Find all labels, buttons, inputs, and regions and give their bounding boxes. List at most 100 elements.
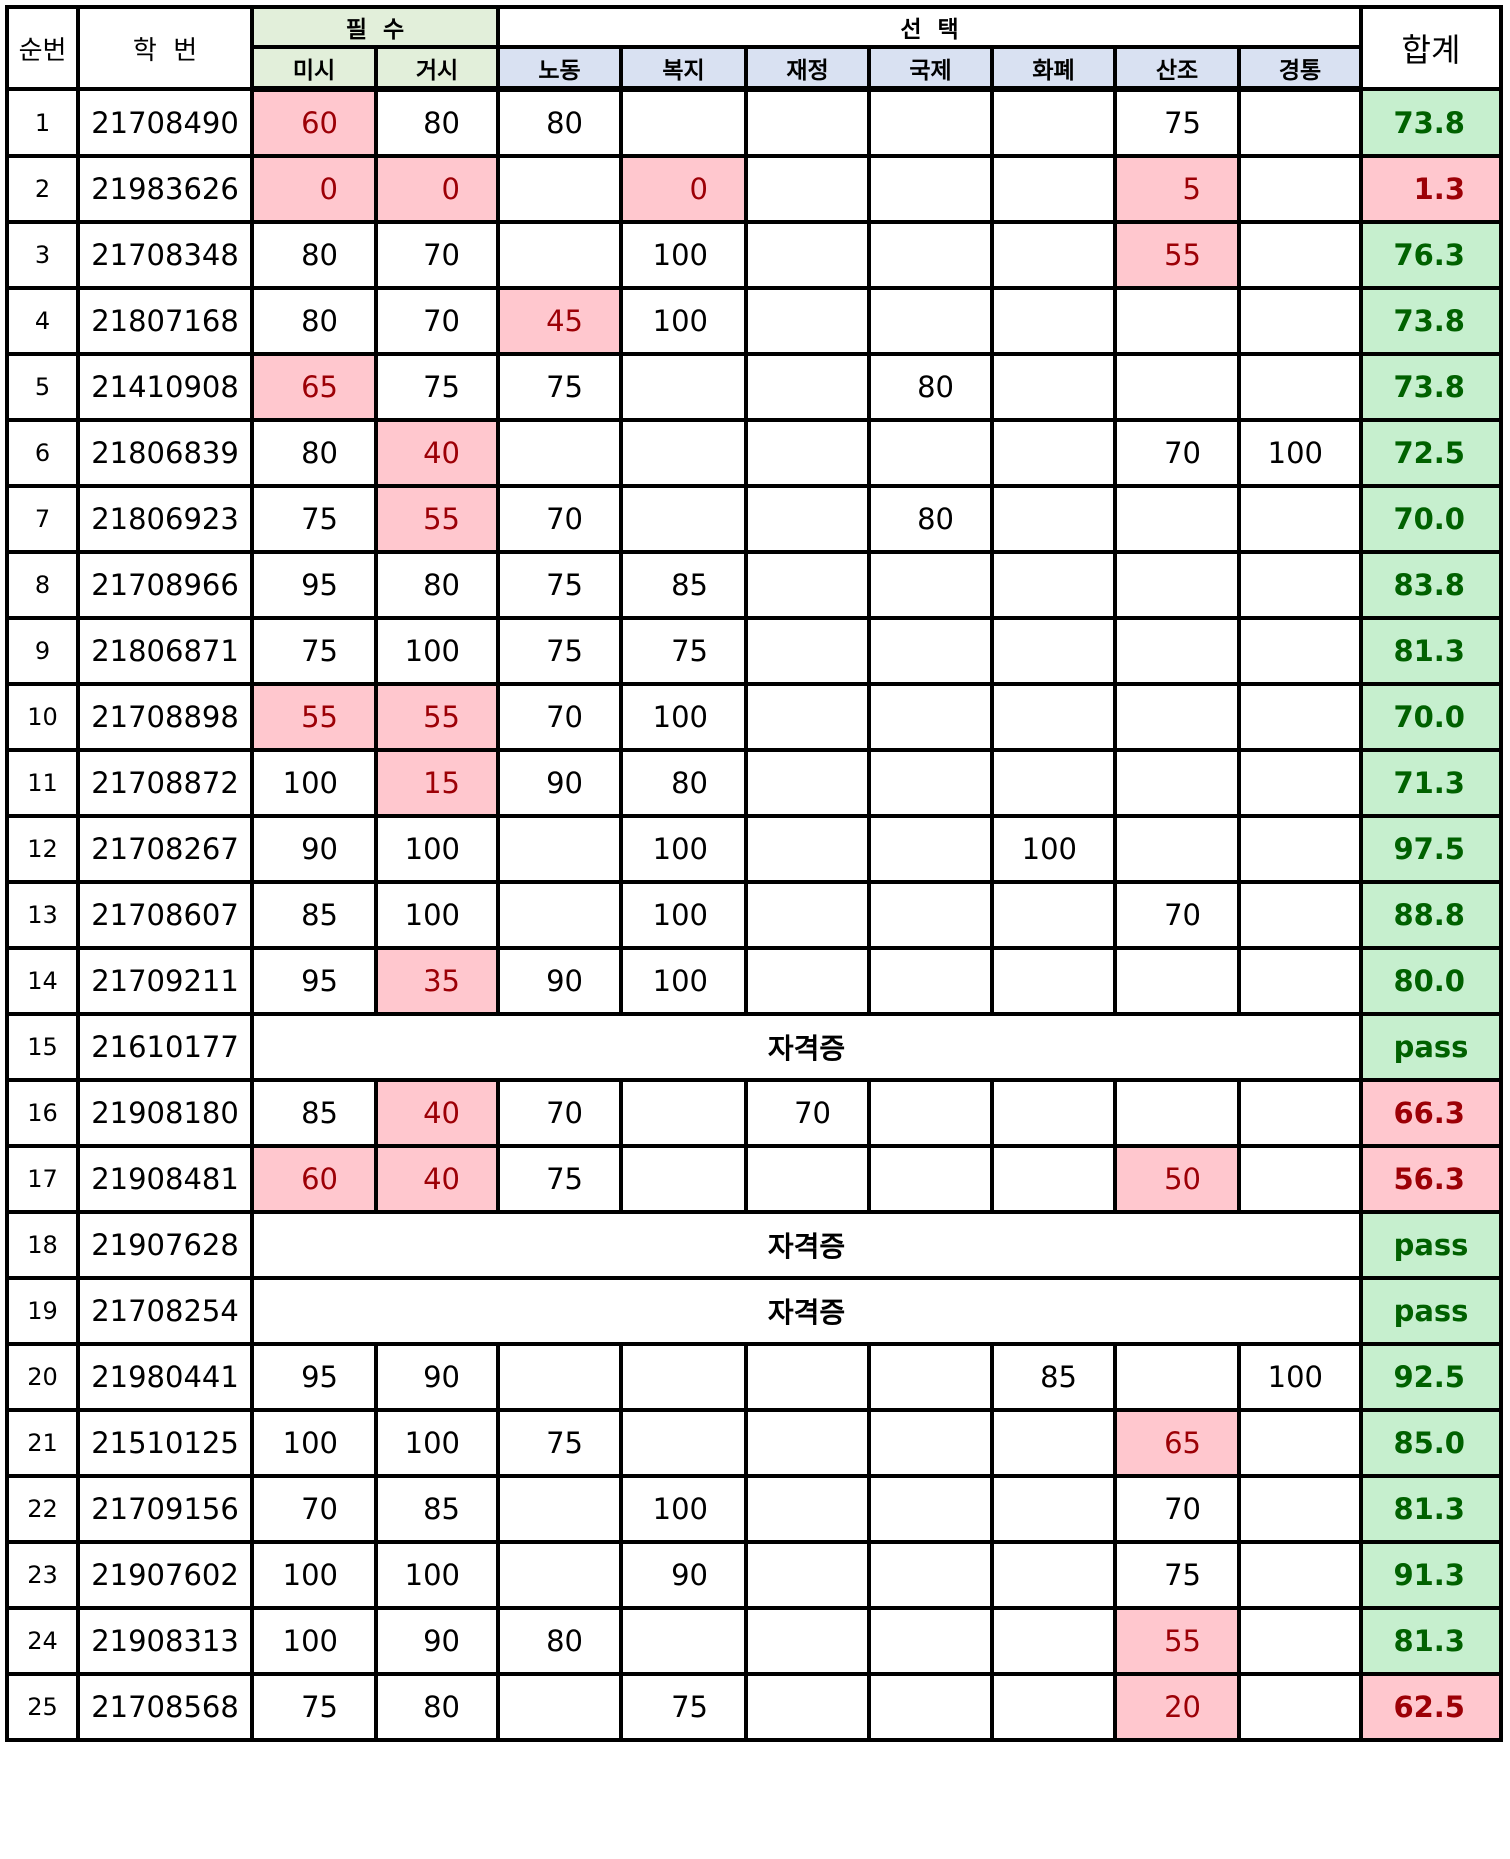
score-cell (1237, 1474, 1363, 1544)
score-cell: 100 (374, 1408, 500, 1478)
student-id: 21980441 (76, 1342, 254, 1412)
score-cell (496, 880, 623, 950)
score-cell: 75 (1113, 87, 1241, 158)
total-cell: 83.8 (1359, 550, 1503, 620)
score-cell (496, 418, 623, 488)
score-cell: 75 (250, 484, 378, 554)
score-cell (744, 1474, 871, 1544)
score-cell: 0 (619, 154, 748, 224)
score-cell: 80 (250, 286, 378, 356)
total-cell: 66.3 (1359, 1078, 1503, 1148)
score-cell: 75 (1113, 1540, 1241, 1610)
student-id: 21907602 (76, 1540, 254, 1610)
score-cell: 100 (1237, 1342, 1363, 1412)
score-cell: 80 (867, 352, 994, 422)
score-cell: 75 (496, 1408, 623, 1478)
score-cell: 65 (1113, 1408, 1241, 1478)
score-cell (990, 286, 1117, 356)
score-cell (867, 946, 994, 1016)
table-row: 4 21807168 80 70 45 100 73.8 (5, 286, 1503, 356)
score-cell (990, 220, 1117, 290)
score-cell (744, 352, 871, 422)
score-cell (619, 484, 748, 554)
score-cell: 35 (374, 946, 500, 1016)
student-id: 21708898 (76, 682, 254, 752)
row-number: 15 (5, 1012, 80, 1082)
score-cell: 90 (496, 748, 623, 818)
score-cell: 50 (1113, 1144, 1241, 1214)
score-cell (619, 352, 748, 422)
score-cell (867, 1078, 994, 1148)
total-cell: 92.5 (1359, 1342, 1503, 1412)
score-cell (990, 616, 1117, 686)
score-cell (744, 880, 871, 950)
score-cell (1237, 352, 1363, 422)
score-cell: 85 (250, 880, 378, 950)
score-cell (1237, 1078, 1363, 1148)
score-cell: 15 (374, 748, 500, 818)
score-cell (744, 87, 871, 158)
table-row: 19 21708254 자격증 pass (5, 1276, 1503, 1346)
score-cell: 95 (250, 946, 378, 1016)
score-cell: 20 (1113, 1672, 1241, 1742)
score-cell (496, 1672, 623, 1742)
score-cell: 100 (250, 748, 378, 818)
score-cell: 75 (496, 616, 623, 686)
score-cell (744, 1342, 871, 1412)
row-number: 11 (5, 748, 80, 818)
score-cell: 80 (250, 220, 378, 290)
score-cell (867, 550, 994, 620)
score-cell (990, 484, 1117, 554)
header-total: 합계 (1359, 5, 1503, 91)
row-number: 18 (5, 1210, 80, 1280)
table-row: 5 21410908 65 75 75 80 73.8 (5, 352, 1503, 422)
score-cell: 100 (250, 1606, 378, 1676)
row-number: 4 (5, 286, 80, 356)
score-cell (619, 1144, 748, 1214)
score-cell: 80 (374, 1672, 500, 1742)
row-number: 8 (5, 550, 80, 620)
score-cell: 75 (496, 550, 623, 620)
student-id: 21410908 (76, 352, 254, 422)
score-cell: 55 (250, 682, 378, 752)
score-cell (990, 154, 1117, 224)
total-cell: 80.0 (1359, 946, 1503, 1016)
score-cell (619, 1408, 748, 1478)
score-cell (1113, 748, 1241, 818)
total-cell: 73.8 (1359, 87, 1503, 158)
score-cell: 75 (374, 352, 500, 422)
score-cell: 85 (990, 1342, 1117, 1412)
total-cell: 73.8 (1359, 352, 1503, 422)
total-cell: 71.3 (1359, 748, 1503, 818)
score-cell: 100 (619, 1474, 748, 1544)
score-cell: 100 (250, 1540, 378, 1610)
score-cell (990, 880, 1117, 950)
row-number: 24 (5, 1606, 80, 1676)
row-number: 19 (5, 1276, 80, 1346)
total-cell: 73.8 (1359, 286, 1503, 356)
score-cell (1237, 616, 1363, 686)
table-row: 20 21980441 95 90 85 100 92.5 (5, 1342, 1503, 1412)
score-cell (744, 814, 871, 884)
score-cell (867, 880, 994, 950)
score-cell (744, 220, 871, 290)
row-number: 20 (5, 1342, 80, 1412)
score-cell: 80 (250, 418, 378, 488)
score-cell: 75 (496, 1144, 623, 1214)
score-cell (990, 748, 1117, 818)
score-cell: 55 (1113, 220, 1241, 290)
score-cell (1113, 550, 1241, 620)
score-cell: 80 (867, 484, 994, 554)
score-cell (1113, 814, 1241, 884)
score-cell (990, 550, 1117, 620)
header-subject: 경통 (1237, 45, 1363, 92)
score-cell (744, 682, 871, 752)
certificate-cell: 자격증 (250, 1012, 1363, 1082)
score-cell (867, 1474, 994, 1544)
score-cell (867, 814, 994, 884)
score-cell (867, 1672, 994, 1742)
score-cell (496, 154, 623, 224)
score-cell: 85 (619, 550, 748, 620)
row-number: 7 (5, 484, 80, 554)
score-cell: 55 (374, 682, 500, 752)
